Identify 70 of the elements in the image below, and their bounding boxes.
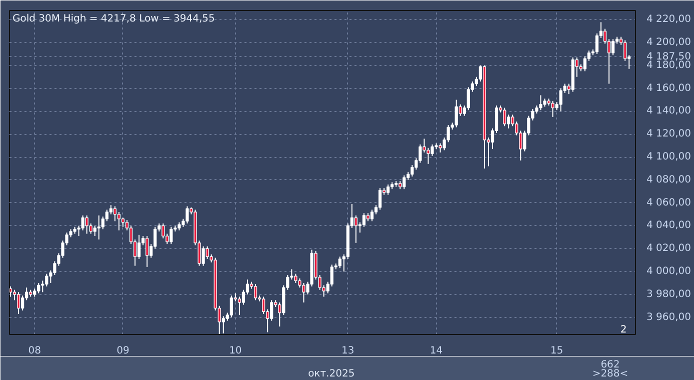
y-tick-label: 4 200,00 (646, 37, 692, 48)
candlestick (362, 212, 366, 228)
x-tick-label: 13 (342, 346, 354, 356)
candlestick (507, 114, 510, 129)
y-tick-label: 4 140,00 (646, 106, 692, 117)
candlestick (294, 273, 298, 284)
candlestick (438, 142, 442, 153)
candlestick (146, 236, 149, 268)
candlestick (583, 56, 586, 72)
y-tick-label: 4 180,00 (646, 60, 692, 71)
candlestick (454, 99, 458, 128)
candlestick (402, 174, 406, 190)
y-tick-label: 3 980,00 (646, 288, 692, 300)
candlestick (338, 256, 342, 269)
candlestick (254, 284, 258, 301)
candlestick (595, 32, 598, 55)
candlestick (551, 100, 554, 118)
y-tick-label: 4 020,00 (646, 243, 692, 254)
candlestick (270, 300, 274, 322)
x-tick-label: 09 (116, 346, 130, 356)
x-tick-label: 08 (28, 346, 41, 356)
candlestick (202, 246, 205, 266)
x-tick-label: 10 (229, 346, 242, 356)
y-tick-label: 4 000,00 (646, 266, 692, 278)
candlestick (386, 184, 390, 196)
candlestick (16, 292, 20, 314)
candlestick (370, 209, 374, 222)
y-tick-label: 4 160,00 (646, 82, 692, 94)
candlestick (426, 147, 430, 164)
candlestick (186, 206, 189, 224)
candlestick (170, 226, 173, 245)
y-tick-label: 4 220,00 (646, 14, 692, 26)
candlestick (137, 234, 141, 260)
chart-title: Gold 30M High = 4217,8 Low = 3944,55 (12, 14, 215, 24)
text: >288< (592, 368, 628, 380)
candlestick (85, 214, 88, 234)
candlestick (230, 295, 233, 318)
candlestick (539, 94, 542, 111)
candlestick (559, 88, 562, 112)
candlestick (354, 214, 358, 244)
text: окт.2025 (308, 368, 355, 380)
x-tick-label: 14 (430, 346, 443, 356)
candlestick (503, 107, 506, 127)
x-tick-label: 15 (550, 346, 564, 356)
candlestick (37, 282, 40, 294)
y-tick-label: 4 060,00 (646, 197, 692, 208)
candlestick (45, 273, 48, 287)
annotation: 2 (620, 324, 627, 336)
candlestick (302, 282, 306, 303)
candlestick (113, 206, 116, 222)
y-tick-label: 4 100,00 (646, 152, 692, 163)
y-tick-label: 4 040,00 (646, 220, 692, 232)
text: 662 (600, 360, 620, 370)
candlestick (93, 225, 96, 237)
candlestick (21, 295, 24, 311)
candlestick (430, 144, 434, 156)
candlestick (624, 40, 627, 62)
candlestick (611, 38, 615, 56)
y-tick-label: 4 120,00 (646, 128, 692, 140)
candlestick (117, 212, 121, 231)
y-tick-label: 4 080,00 (646, 174, 692, 186)
candlestick (10, 286, 12, 298)
candlestick (97, 214, 100, 240)
candlestick (109, 204, 112, 215)
candlestick (238, 296, 242, 316)
candlestick (162, 222, 165, 239)
candlestick (378, 187, 382, 210)
candlestick (466, 86, 470, 111)
y-tick-label: 3 960,00 (646, 312, 692, 323)
candlestick (121, 217, 125, 228)
